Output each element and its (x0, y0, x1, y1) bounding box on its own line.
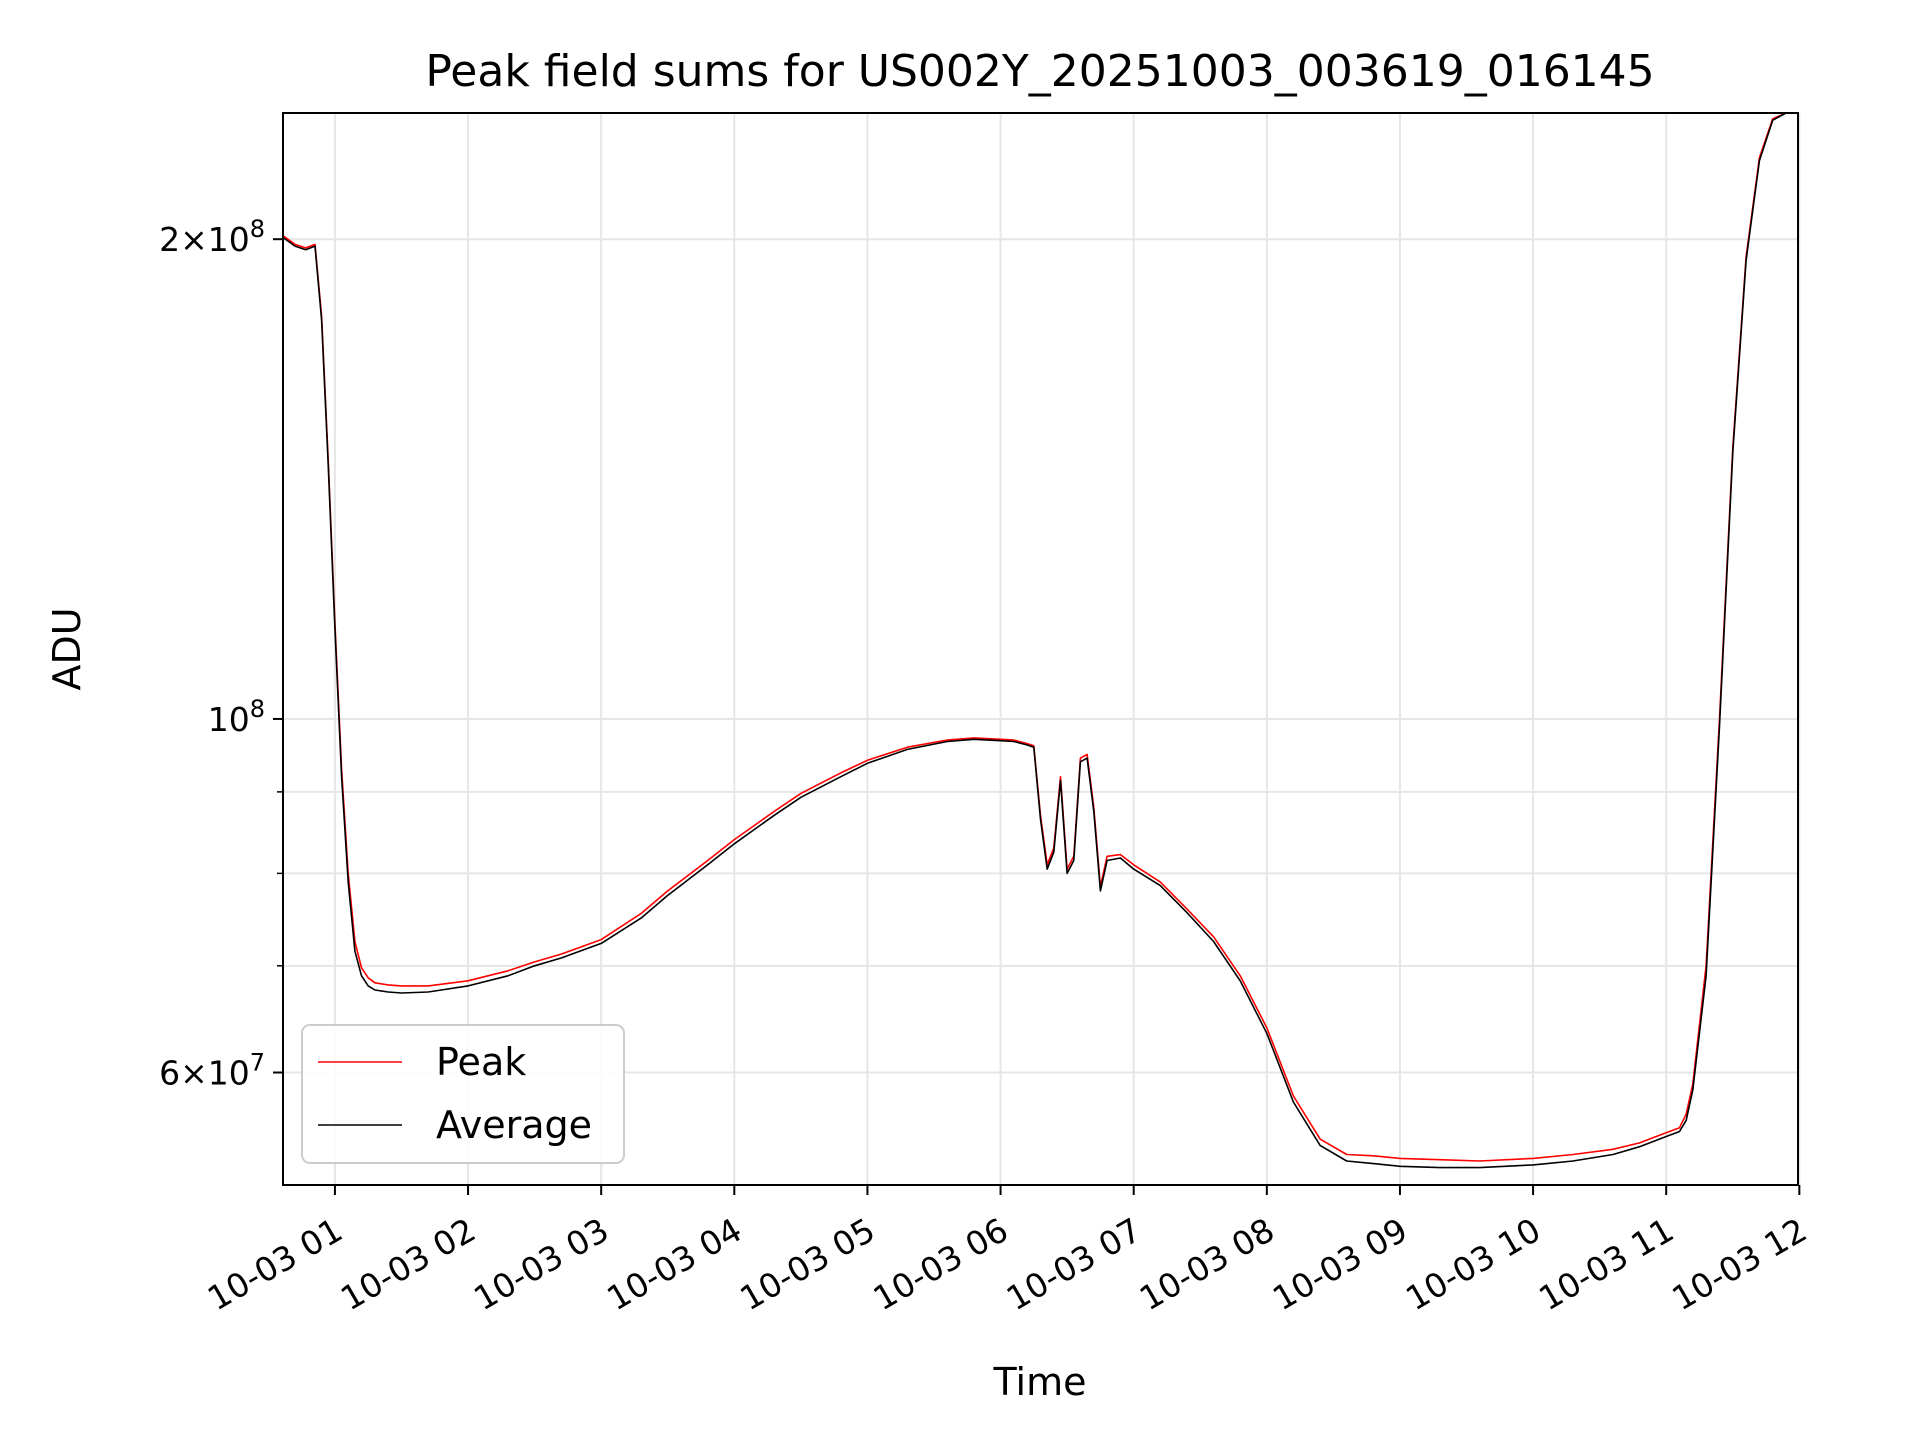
y-tick-label: 2×108 (159, 215, 265, 259)
y-tick-label: 6×107 (159, 1049, 265, 1093)
y-tick-mantissa: 6 (159, 1054, 180, 1093)
legend-average-label: Average (436, 1103, 592, 1147)
legend-box (301, 1024, 625, 1164)
y-axis-label: ADU (45, 607, 89, 690)
y-tick-base: 10 (208, 700, 250, 739)
legend: Peak Average (301, 1024, 625, 1164)
y-tick-exponent: 7 (250, 1049, 265, 1077)
plot-series (282, 112, 1798, 1169)
plot-frame (282, 112, 1799, 1186)
y-tick-mantissa: 2 (159, 220, 180, 259)
series-average-line (282, 112, 1798, 1169)
legend-peak-label: Peak (436, 1040, 526, 1084)
grid (283, 113, 1801, 1185)
y-tick-exponent: 8 (250, 215, 265, 243)
x-axis-label: Time (993, 1360, 1087, 1404)
y-tick-base: ×10 (180, 220, 250, 259)
y-tick-exponent: 8 (250, 695, 265, 723)
y-tick-label: 108 (208, 695, 265, 739)
y-tick-base: ×10 (180, 1054, 250, 1093)
chart-title: Peak field sums for US002Y_20251003_0036… (425, 46, 1654, 97)
